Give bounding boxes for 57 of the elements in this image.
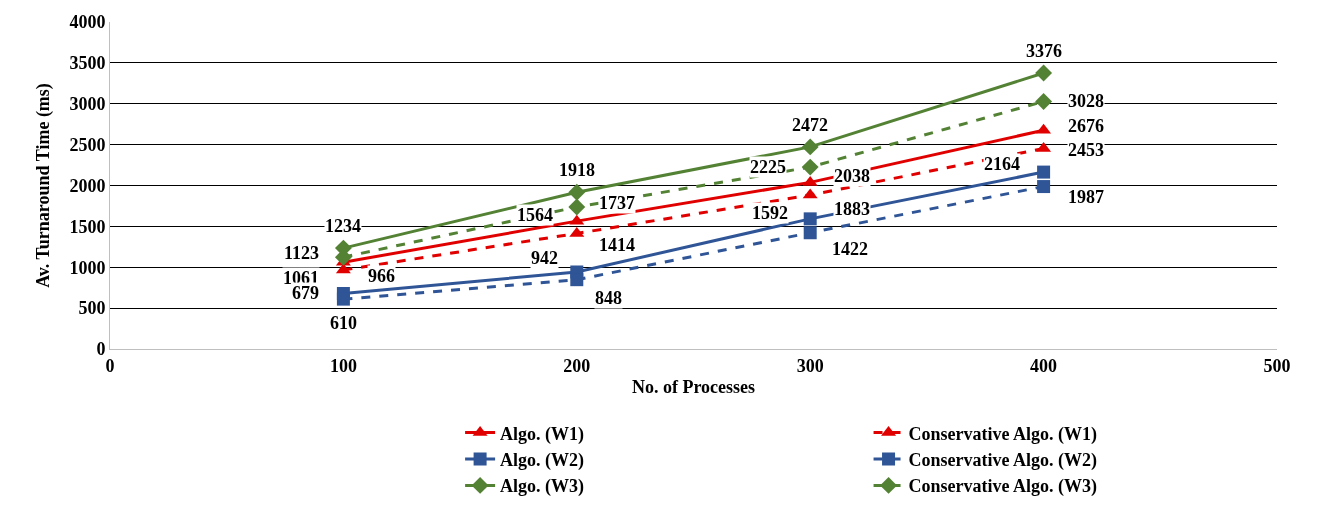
data-label: 966 bbox=[368, 266, 395, 286]
data-label: 2472 bbox=[792, 115, 828, 135]
point bbox=[803, 226, 817, 240]
point bbox=[801, 158, 819, 176]
point bbox=[1037, 165, 1051, 179]
legend-label: Conservative Algo. (W1) bbox=[908, 423, 1098, 445]
x-tick-label: 200 bbox=[563, 355, 591, 376]
point bbox=[568, 183, 586, 201]
y-axis-title: Av. Turnaround Time (ms) bbox=[32, 83, 54, 288]
y-tick-label: 1000 bbox=[69, 257, 106, 278]
data-label: 610 bbox=[330, 313, 357, 333]
data-label: 2038 bbox=[834, 166, 870, 186]
point bbox=[1035, 93, 1053, 110]
data-label: 1737 bbox=[599, 193, 635, 213]
data-label: 1987 bbox=[1068, 187, 1104, 207]
point bbox=[568, 198, 586, 216]
data-label: 1422 bbox=[832, 239, 868, 259]
y-tick-label: 2500 bbox=[69, 134, 106, 155]
data-label: 3376 bbox=[1026, 41, 1062, 61]
legend-label: Algo. (W1) bbox=[500, 423, 585, 445]
legend-label: Algo. (W3) bbox=[500, 476, 585, 498]
point bbox=[1035, 64, 1053, 82]
x-tick-label: 400 bbox=[1030, 355, 1058, 376]
data-label: 1414 bbox=[599, 235, 635, 255]
x-tick-label: 500 bbox=[1263, 355, 1291, 376]
legend-label: Conservative Algo. (W3) bbox=[908, 476, 1098, 498]
legend-label: Algo. (W2) bbox=[500, 450, 585, 472]
data-label: 2676 bbox=[1068, 116, 1104, 136]
point bbox=[801, 138, 819, 156]
data-label: 1123 bbox=[284, 243, 320, 263]
data-label: 2164 bbox=[984, 154, 1020, 174]
point bbox=[570, 273, 584, 287]
y-tick-label: 3000 bbox=[69, 94, 106, 115]
point bbox=[336, 292, 350, 306]
y-tick-label: 0 bbox=[96, 339, 106, 360]
y-tick-label: 1500 bbox=[69, 216, 106, 237]
y-tick-label: 2000 bbox=[69, 175, 106, 196]
legend-label: Conservative Algo. (W2) bbox=[908, 450, 1098, 472]
y-tick-label: 3500 bbox=[69, 53, 106, 74]
data-label: 1234 bbox=[325, 216, 361, 236]
data-label: 1592 bbox=[752, 203, 788, 223]
point bbox=[803, 212, 817, 226]
y-tick-label: 500 bbox=[78, 298, 106, 319]
point bbox=[1037, 180, 1051, 194]
data-label: 1883 bbox=[834, 199, 870, 219]
x-axis-title: No. of Processes bbox=[631, 376, 756, 397]
data-label: 942 bbox=[531, 248, 558, 268]
data-label: 2225 bbox=[750, 157, 786, 177]
data-label: 3028 bbox=[1068, 91, 1104, 111]
x-tick-label: 300 bbox=[796, 355, 824, 376]
data-label: 679 bbox=[292, 283, 319, 303]
y-tick-label: 4000 bbox=[69, 12, 106, 33]
data-label: 1918 bbox=[559, 160, 595, 180]
x-tick-label: 100 bbox=[329, 355, 357, 376]
data-label: 848 bbox=[595, 288, 622, 308]
data-label: 2453 bbox=[1068, 140, 1104, 160]
data-label: 1564 bbox=[517, 205, 553, 225]
